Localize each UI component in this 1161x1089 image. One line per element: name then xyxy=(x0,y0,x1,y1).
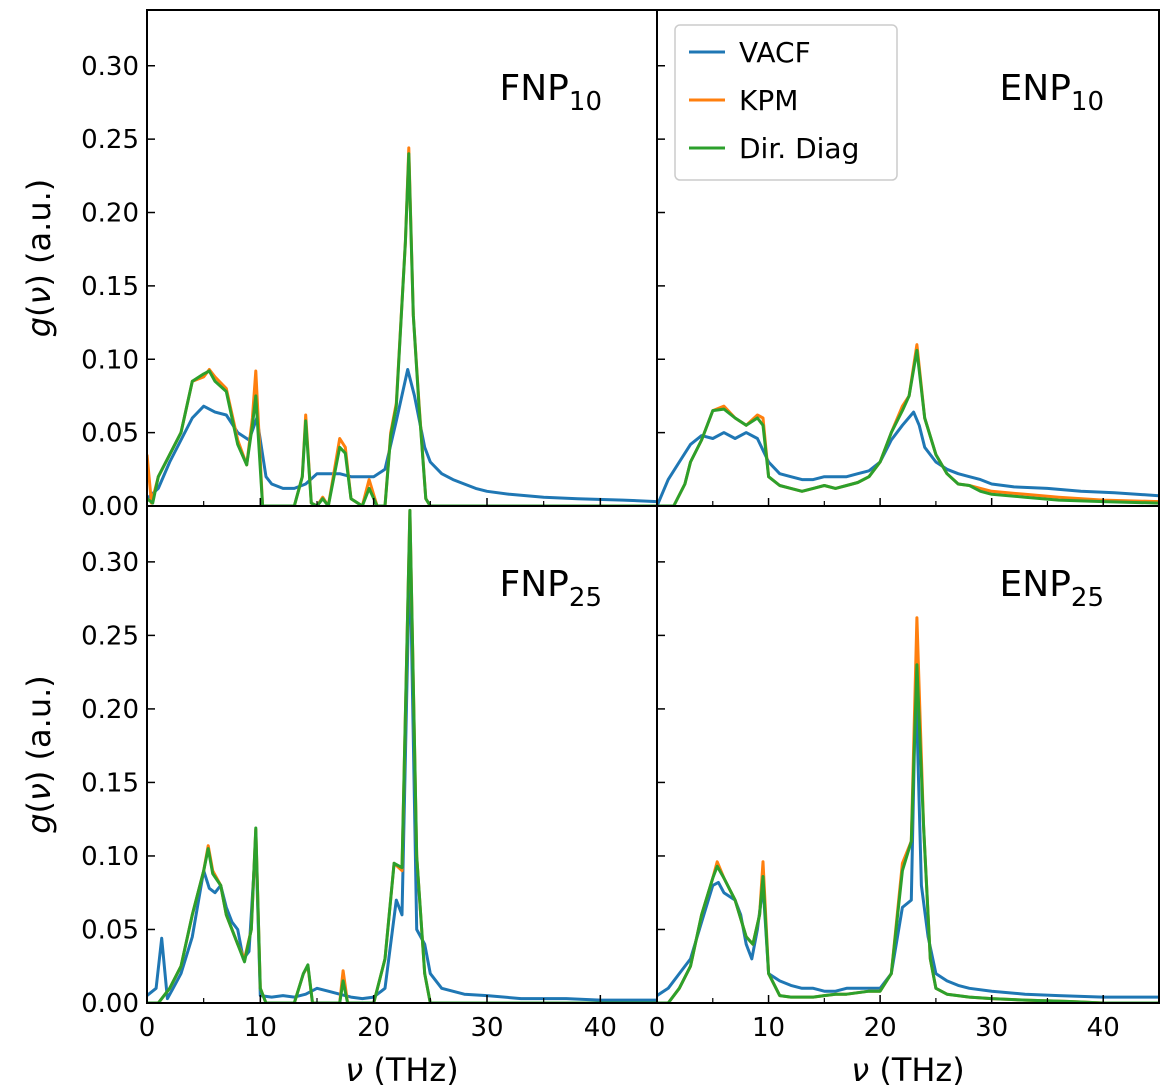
x-tick-label: 20 xyxy=(864,1013,897,1043)
legend-layer: VACF KPM Dir. Diag xyxy=(674,24,898,181)
y-tick-label: 0.10 xyxy=(81,842,139,872)
panel-label-enp10: ENP10 xyxy=(1000,68,1104,117)
y-tick-label: 0.00 xyxy=(81,492,139,522)
series-line-enp25-vacf xyxy=(657,678,1159,999)
x-tick-label: 10 xyxy=(244,1013,277,1043)
x-axis-title: ν (THz) xyxy=(345,1051,458,1089)
y-tick-label: 0.25 xyxy=(81,125,139,155)
labels-layer: FNP10 ENP10 FNP25 ENP25 0.00 0.05 0.10 0.15 0.20… xyxy=(20,52,1120,1089)
y-tick-label: 0.05 xyxy=(81,419,139,449)
y-tick-label: 0.15 xyxy=(81,272,139,302)
y-tick-label: 0.30 xyxy=(81,548,139,578)
frame-layer xyxy=(146,9,1160,1004)
x-tick-label: 30 xyxy=(975,1013,1008,1043)
x-tick-label: 40 xyxy=(1087,1013,1120,1043)
panel-label-enp25: ENP25 xyxy=(1000,564,1104,613)
y-tick-label: 0.20 xyxy=(81,199,139,229)
y-tick-label: 0.25 xyxy=(81,621,139,651)
panel-enp25 xyxy=(657,616,1159,1003)
legend-label-kpm: KPM xyxy=(739,84,798,117)
y-tick-label: 0.30 xyxy=(81,52,139,82)
series-line-enp25-dir-diag xyxy=(657,663,1159,1003)
series-line-fnp25-dir-diag xyxy=(147,508,657,1003)
series-line-fnp10-dir-diag xyxy=(147,152,657,506)
x-tick-label: 30 xyxy=(470,1013,503,1043)
y-tick-label: 0.15 xyxy=(81,768,139,798)
x-axis-title: ν (THz) xyxy=(851,1051,964,1089)
y-axis-title: g(ν) (a.u.) xyxy=(20,179,58,338)
legend-label-vacf: VACF xyxy=(739,36,811,69)
series-line-fnp25-vacf xyxy=(147,545,657,1002)
panels-layer xyxy=(147,146,1159,1003)
x-tick-label: 0 xyxy=(649,1013,666,1043)
x-tick-label: 0 xyxy=(139,1013,156,1043)
y-tick-label: 0.10 xyxy=(81,345,139,375)
series-line-enp10-dir-diag xyxy=(657,348,1159,506)
series-line-enp10-vacf xyxy=(657,410,1159,506)
y-tick-label: 0.05 xyxy=(81,915,139,945)
panel-enp10 xyxy=(657,343,1159,506)
y-tick-label: 0.20 xyxy=(81,695,139,725)
legend-label-dir-diag: Dir. Diag xyxy=(739,132,859,165)
panel-fnp10 xyxy=(147,146,657,506)
series-line-enp10-kpm xyxy=(657,343,1159,506)
panel-label-fnp25: FNP25 xyxy=(500,564,602,613)
panel-fnp25 xyxy=(147,508,657,1003)
y-axis-title: g(ν) (a.u.) xyxy=(20,675,58,834)
legend-box xyxy=(674,24,898,181)
x-tick-label: 40 xyxy=(584,1013,617,1043)
panel-label-fnp10: FNP10 xyxy=(500,68,602,117)
x-tick-label: 20 xyxy=(357,1013,390,1043)
y-tick-label: 0.00 xyxy=(81,989,139,1019)
series-line-enp25-kpm xyxy=(657,616,1159,1003)
series-line-fnp10-vacf xyxy=(147,368,657,504)
x-tick-label: 10 xyxy=(752,1013,785,1043)
ticks-layer xyxy=(146,65,1104,1004)
